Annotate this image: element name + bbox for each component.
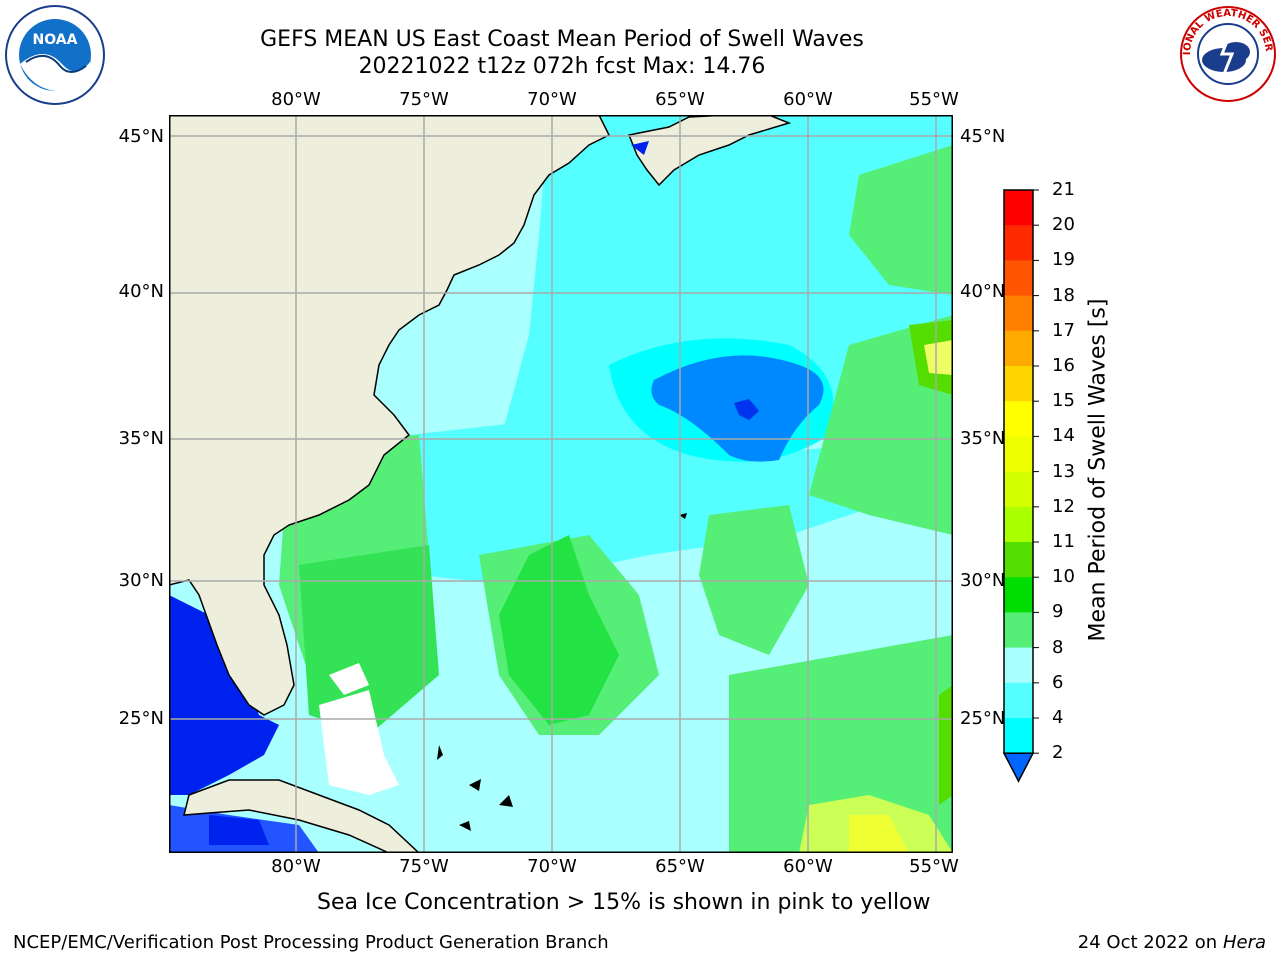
bahamas-island: [437, 745, 443, 760]
lon-label-bottom: 70°W: [527, 856, 577, 877]
lat-label-right: 45°N: [960, 126, 1006, 147]
lon-label-bottom: 55°W: [909, 856, 959, 877]
blue-core-deep: [734, 399, 759, 420]
colorbar-segment: [1004, 225, 1033, 261]
lat-label-left: 45°N: [118, 126, 164, 147]
colorbar: [1000, 186, 1060, 786]
colorbar-segment: [1004, 436, 1033, 473]
colorbar-segment: [1004, 330, 1033, 367]
lon-label-top: 55°W: [909, 89, 959, 110]
colorbar-segment: [1004, 647, 1033, 684]
colorbar-tick-label: 15: [1052, 390, 1075, 412]
colorbar-tick-label: 21: [1052, 179, 1075, 200]
colorbar-segment: [1004, 471, 1033, 508]
colorbar-segment: [1004, 295, 1033, 332]
land-us: [168, 114, 611, 716]
lon-label-top: 70°W: [527, 89, 577, 110]
noaa-logo-text: NOAA: [33, 32, 78, 48]
colorbar-tick-label: 6: [1052, 671, 1064, 693]
land-nova-scotia: [627, 114, 792, 187]
colorbar-tick-label: 4: [1052, 707, 1064, 728]
green-region: [939, 685, 953, 805]
lat-label-left: 30°N: [118, 570, 164, 591]
lat-label-left: 35°N: [118, 428, 164, 449]
credit-right: 24 Oct 2022 on Hera: [1078, 932, 1266, 953]
colorbar-tick-label: 9: [1052, 601, 1064, 623]
colorbar-tick-label: 13: [1052, 460, 1075, 482]
swell-period-map: [168, 114, 953, 854]
colorbar-segment: [1004, 718, 1033, 754]
lon-label-top: 75°W: [399, 89, 449, 110]
colorbar-segment: [1004, 401, 1033, 437]
missing-data: [319, 690, 399, 795]
colorbar-tick-label: 14: [1052, 425, 1075, 447]
colorbar-tick-label: 10: [1052, 566, 1075, 588]
green-region: [699, 505, 809, 655]
lon-label-top: 60°W: [783, 89, 833, 110]
colorbar-tick-label: 19: [1052, 249, 1075, 271]
lon-label-bottom: 65°W: [655, 856, 705, 877]
colorbar-segment: [1004, 612, 1033, 649]
lon-label-top: 80°W: [271, 89, 321, 110]
colorbar-segment: [1004, 260, 1033, 297]
green-region: [849, 145, 953, 295]
colorbar-segment: [1004, 542, 1033, 578]
colorbar-tick-label: 16: [1052, 355, 1075, 376]
credit-host: Hera: [1222, 932, 1266, 953]
chart-title: GEFS MEAN US East Coast Mean Period of S…: [260, 27, 864, 52]
bay-of-fundy: [631, 141, 649, 155]
yellow-patch: [924, 340, 953, 375]
green-region: [499, 535, 619, 725]
lon-label-bottom: 80°W: [271, 856, 321, 877]
lon-label-bottom: 75°W: [399, 856, 449, 877]
lon-label-bottom: 60°W: [783, 856, 833, 877]
credit-left: NCEP/EMC/Verification Post Processing Pr…: [13, 932, 609, 953]
colorbar-tick-label: 18: [1052, 284, 1075, 306]
cyan-region: [409, 415, 909, 585]
credit-date: 24 Oct 2022 on: [1077, 932, 1218, 953]
graticule: [169, 115, 953, 853]
green-region: [299, 545, 439, 735]
noaa-logo: NOAA: [4, 4, 106, 110]
green-region: [729, 635, 953, 853]
footnote: Sea Ice Concentration > 15% is shown in …: [317, 890, 931, 915]
colorbar-tick-label: 11: [1052, 531, 1075, 552]
colorbar-tick-label: 20: [1052, 214, 1075, 236]
lat-label-right: 40°N: [960, 281, 1006, 302]
colorbar-tick-label: 8: [1052, 636, 1064, 658]
colorbar-tick-label: 2: [1052, 742, 1064, 764]
gulf-blue: [209, 815, 269, 845]
lon-label-top: 65°W: [655, 89, 705, 110]
lat-label-right: 30°N: [960, 570, 1006, 591]
colorbar-segment: [1004, 577, 1033, 613]
colorbar-label: Mean Period of Swell Waves [s]: [1085, 298, 1111, 642]
nws-logo: NATIONAL WEATHER SERVICE: [1174, 0, 1278, 108]
yellow-patch: [849, 815, 909, 853]
bahamas-island: [499, 795, 513, 807]
lat-label-left: 40°N: [118, 281, 164, 302]
lat-label-right: 35°N: [960, 428, 1006, 449]
bermuda-island: [679, 513, 687, 519]
map-frame: [169, 115, 953, 853]
colorbar-segment: [1004, 366, 1033, 402]
colorbar-tick-label: 17: [1052, 319, 1075, 341]
colorbar-segment: [1004, 682, 1033, 719]
colorbar-tick-label: 12: [1052, 495, 1075, 517]
bahamas-island: [469, 779, 481, 791]
bahamas-island: [459, 821, 471, 831]
lat-label-right: 25°N: [960, 708, 1006, 729]
colorbar-extension: [1002, 752, 1035, 783]
gulf-blue: [169, 595, 279, 795]
colorbar-segment: [1004, 506, 1033, 543]
colorbar-segment: [1004, 190, 1033, 226]
missing-data: [329, 663, 369, 695]
lat-label-left: 25°N: [118, 708, 164, 729]
chart-subtitle: 20221022 t12z 072h fcst Max: 14.76: [358, 54, 766, 79]
